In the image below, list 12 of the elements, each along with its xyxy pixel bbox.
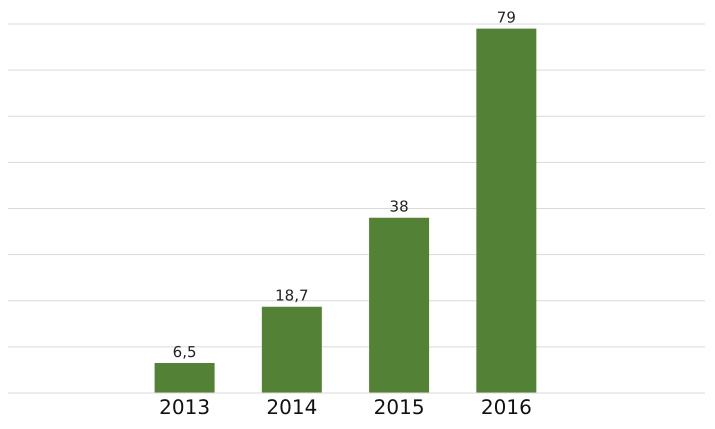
bar [262,306,322,393]
x-tick-label: 2015 [374,395,425,420]
data-label: 38 [390,198,409,216]
data-label: 18,7 [275,286,309,305]
data-label: 6,5 [172,343,197,362]
data-label: 79 [496,8,516,27]
bar [369,218,430,393]
x-tick-label: 2016 [480,395,532,420]
bar [476,28,536,393]
x-tick-label: 2013 [159,395,210,420]
bar [154,363,215,393]
x-tick-label: 2014 [266,395,318,420]
